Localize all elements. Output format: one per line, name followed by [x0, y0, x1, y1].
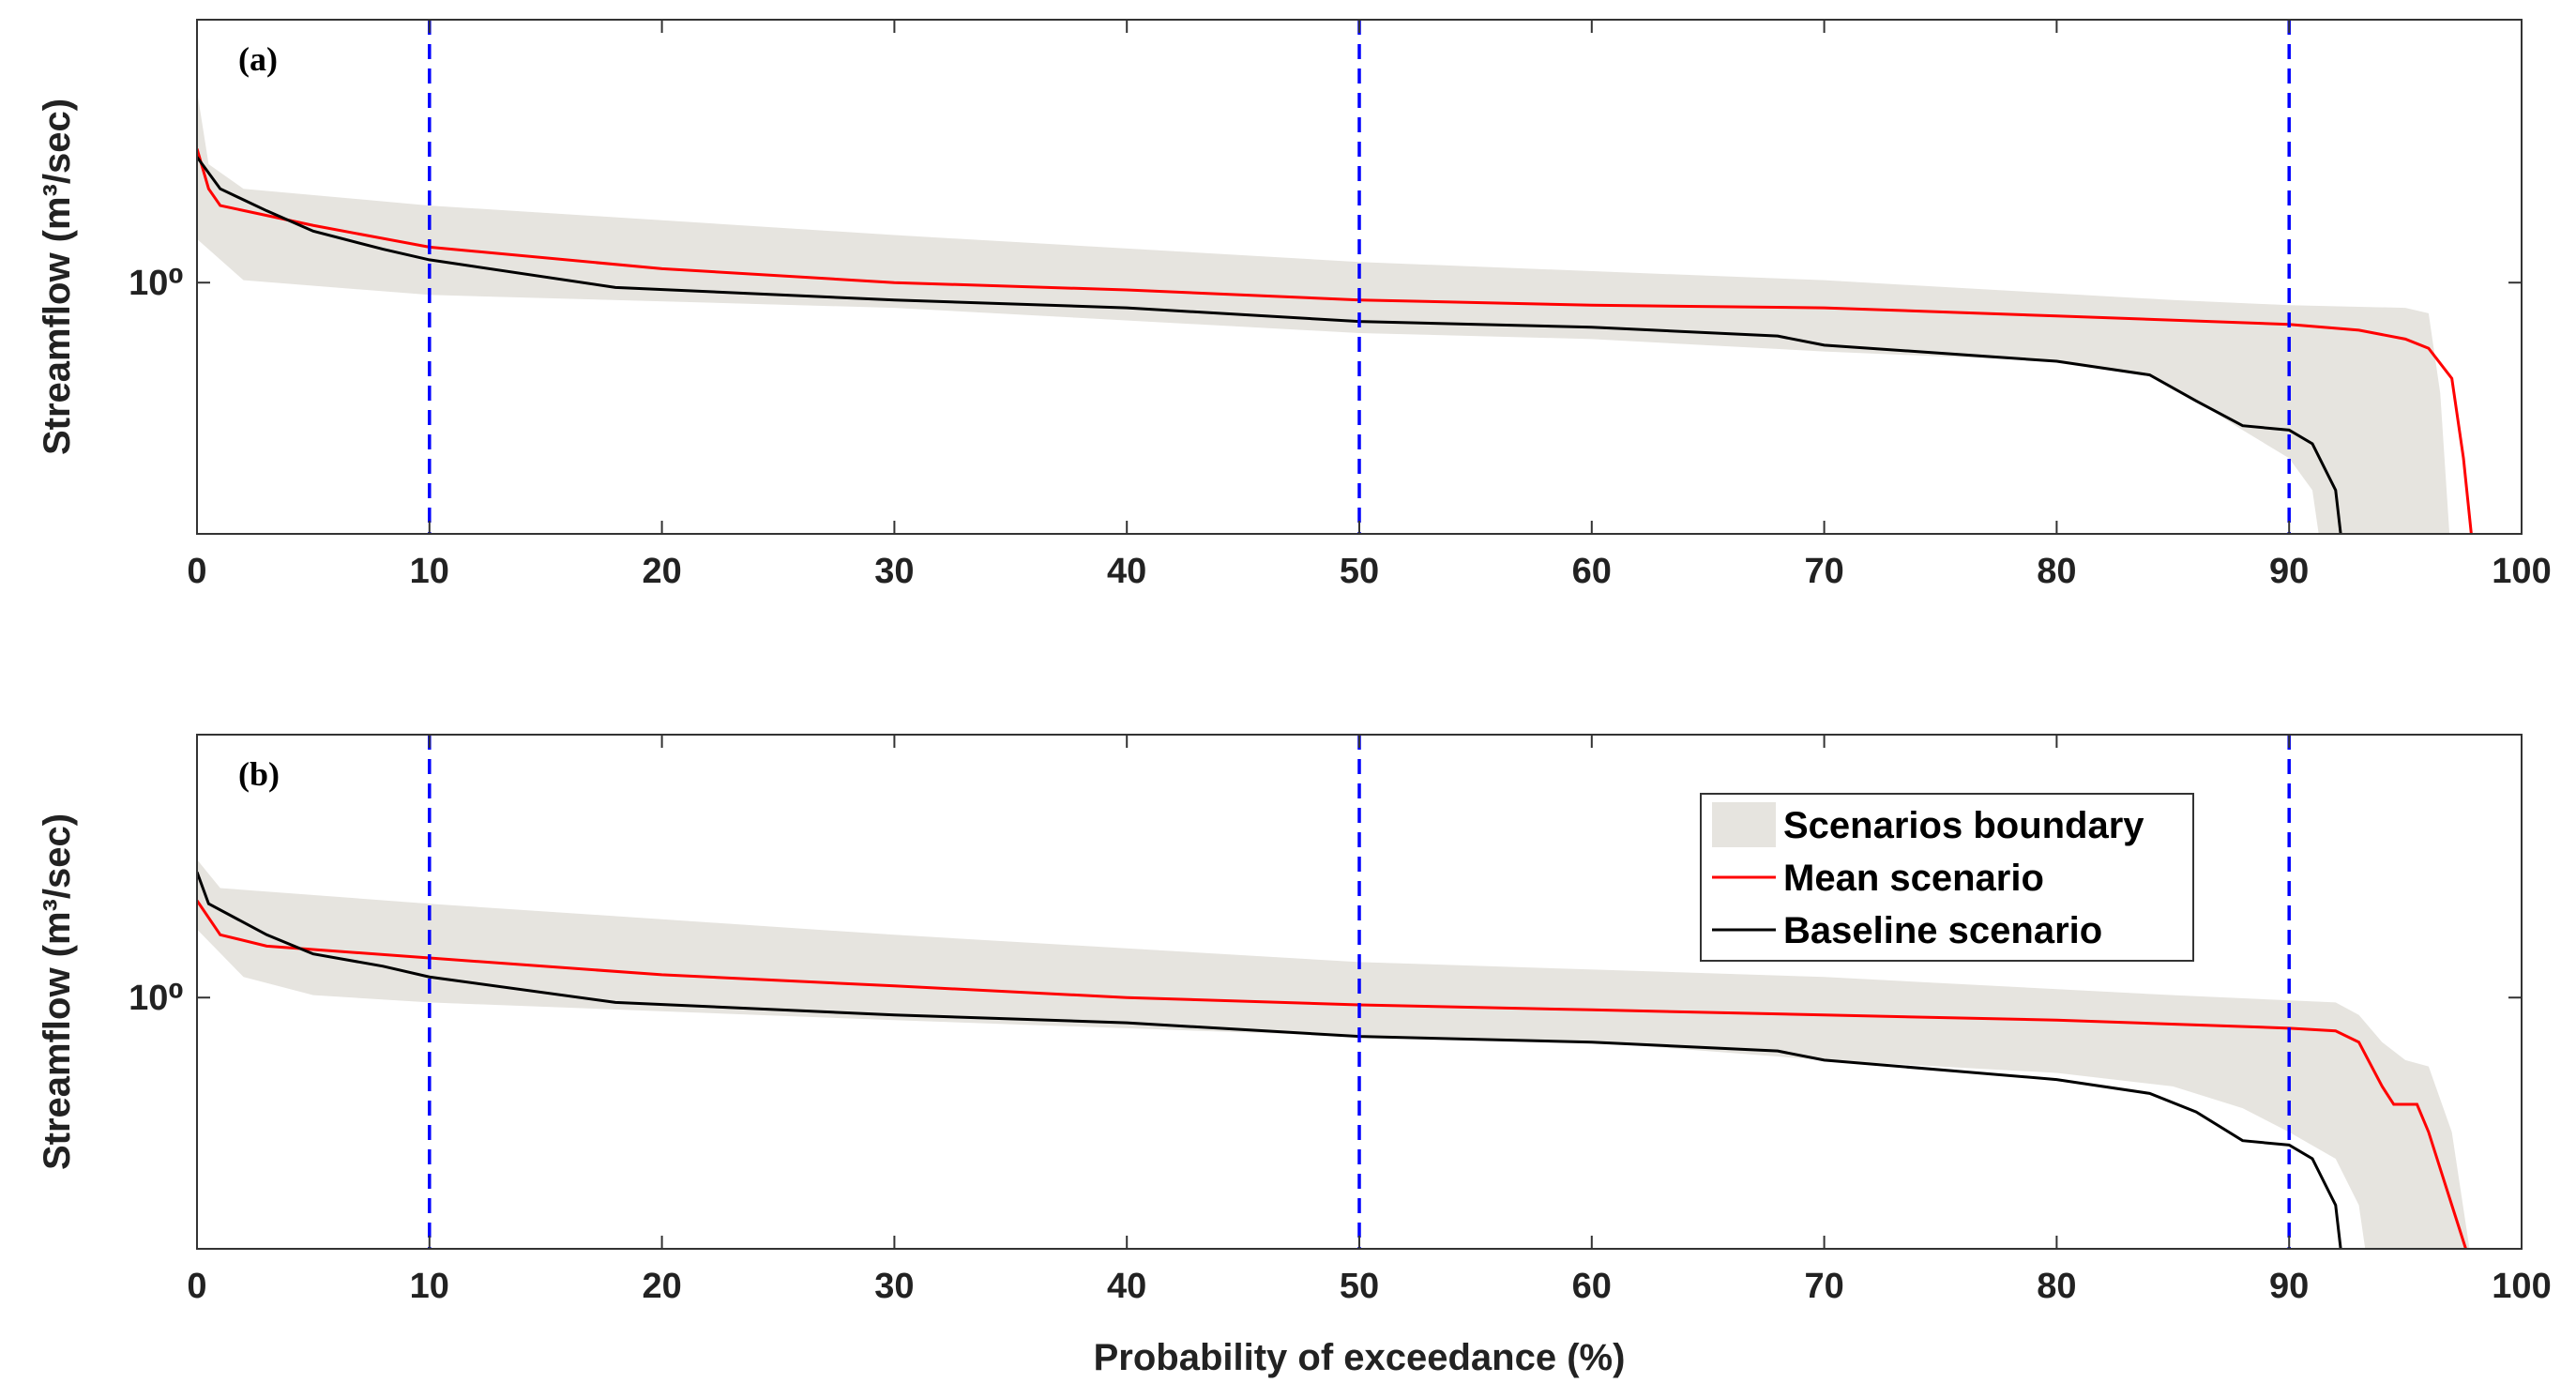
x-tick-label: 80 [2037, 552, 2076, 591]
x-tick-label: 20 [642, 552, 681, 591]
x-tick-label: 90 [2269, 1267, 2309, 1306]
scenario-band [197, 90, 2450, 534]
x-axis-label: Probability of exceedance (%) [1094, 1337, 1626, 1378]
x-tick-label: 100 [2492, 1267, 2551, 1306]
y-tick-label: 10⁰ [129, 979, 184, 1018]
plot-area [197, 859, 2470, 1249]
x-tick-label: 70 [1804, 552, 1843, 591]
scenario-band [197, 859, 2470, 1249]
x-tick-label: 40 [1107, 552, 1146, 591]
x-tick-label: 0 [187, 552, 206, 591]
x-tick-label: 10 [410, 552, 449, 591]
legend-label: Scenarios boundary [1783, 805, 2144, 846]
x-tick-label: 40 [1107, 1267, 1146, 1306]
x-tick-label: 90 [2269, 552, 2309, 591]
legend-label: Baseline scenario [1783, 910, 2102, 951]
x-tick-label: 30 [874, 552, 914, 591]
legend-box [1700, 793, 2194, 962]
series-line [197, 899, 2468, 1249]
legend: Scenarios boundary Mean scenario Baseline … [1700, 793, 2194, 962]
x-tick-label: 80 [2037, 1267, 2076, 1306]
x-tick-label: 60 [1572, 1267, 1612, 1306]
x-tick-label: 50 [1340, 552, 1379, 591]
legend-swatch [1712, 802, 1776, 847]
x-tick-label: 10 [410, 1267, 449, 1306]
x-tick-label: 30 [874, 1267, 914, 1306]
y-axis-label: Streamflow (m³/sec) [37, 813, 78, 1170]
x-tick-label: 70 [1804, 1267, 1843, 1306]
y-axis-label: Streamflow (m³/sec) [37, 99, 78, 455]
x-tick-label: 0 [187, 1267, 206, 1306]
x-tick-label: 100 [2492, 552, 2551, 591]
panel-label: (a) [238, 40, 278, 78]
series-line [197, 156, 2342, 534]
legend-label: Mean scenario [1783, 858, 2044, 899]
x-tick-label: 20 [642, 1267, 681, 1306]
plot-area [197, 90, 2473, 534]
series-line [197, 871, 2342, 1249]
y-tick-label: 10⁰ [129, 264, 184, 303]
x-tick-label: 60 [1572, 552, 1612, 591]
panel-label: (b) [238, 755, 280, 793]
series-line [197, 148, 2473, 534]
x-tick-label: 50 [1340, 1267, 1379, 1306]
